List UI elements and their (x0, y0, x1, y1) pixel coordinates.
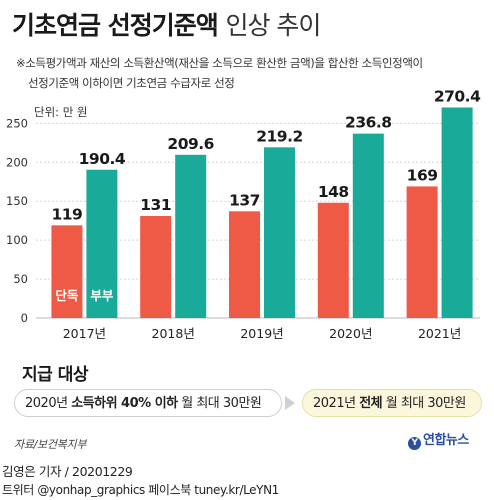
footnote: ※소득평가액과 재산의 소득환산액(재산을 소득으로 환산한 금액)을 합산한 … (16, 53, 486, 93)
value-label-single-2: 137 (229, 191, 260, 209)
bar-single-2 (229, 211, 260, 318)
source-note: 자료/보건복지부 (14, 438, 87, 451)
box2-target: 전체 (359, 396, 383, 411)
y-tick-label: 200 (6, 155, 28, 169)
eligibility-2020-box: 2020년 소득하위 40% 이하 월 최대 30만원 (14, 389, 282, 417)
value-label-couple-3: 236.8 (345, 114, 392, 132)
value-label-couple-4: 270.4 (434, 87, 481, 105)
title-bold: 기초연금 선정기준액 (12, 11, 219, 40)
eligibility-title: 지급 대상 (22, 365, 88, 385)
y-tick-label: 100 (6, 233, 28, 247)
y-tick-label: 250 (6, 116, 28, 130)
bar-single-4 (406, 186, 438, 318)
chart-title: 기초연금 선정기준액 인상 추이 (12, 6, 321, 42)
footnote-line-1: ※소득평가액과 재산의 소득환산액(재산을 소득으로 환산한 금액)을 합산한 … (16, 56, 423, 70)
bar-couple-3 (352, 133, 384, 318)
box2-year: 2021년 (313, 396, 360, 411)
credit-social: 트위터 @yonhap_graphics 페이스북 tuney.kr/LeYN1 (2, 483, 279, 497)
logo-text: 연합뉴스 (423, 433, 469, 448)
box2-amount: 월 최대 30만원 (382, 396, 467, 411)
value-label-single-3: 148 (318, 183, 349, 201)
bar-single-1 (140, 216, 172, 318)
title-thin: 인상 추이 (225, 11, 321, 40)
bar-couple-0 (86, 169, 118, 318)
legend-couple: 부부 (90, 288, 114, 303)
value-label-couple-0: 190.4 (79, 150, 126, 168)
y-tick-label: 0 (21, 311, 28, 325)
value-label-single-4: 169 (407, 166, 438, 184)
bar-single-0 (51, 225, 83, 318)
arrow-right-icon (285, 396, 295, 410)
x-tick-label: 2019년 (240, 326, 283, 341)
bar-chart: 단위: 만 원 0 50 100 150 200 250 119 190.4 2017년 131 20… (6, 87, 482, 341)
bar-couple-4 (441, 107, 473, 318)
y-tick-label: 150 (6, 194, 28, 208)
bar-couple-1 (175, 154, 207, 318)
credit-author: 김영은 기자 / 20201229 (2, 464, 133, 479)
value-label-couple-2: 219.2 (256, 127, 303, 145)
footnote-line-2: 선정기준액 이하이면 기초연금 수급자로 선정 (28, 76, 235, 90)
eligibility-2021-box: 2021년 전체 월 최대 30만원 (302, 389, 482, 417)
box1-amount: 월 최대 30만원 (177, 396, 262, 411)
box1-target: 소득하위 40% 이하 (71, 396, 178, 411)
unit-label: 단위: 만 원 (34, 105, 88, 119)
yonhap-logo: Y 연합뉴스 (408, 429, 469, 450)
box1-year: 2020년 (25, 396, 72, 411)
bar-single-3 (317, 202, 349, 318)
x-tick-label: 2017년 (63, 326, 106, 341)
x-tick-label: 2018년 (152, 326, 195, 341)
bar-couple-2 (264, 147, 295, 318)
legend-single: 단독 (55, 288, 79, 303)
y-tick-label: 50 (13, 272, 28, 286)
logo-mark-icon: Y (408, 437, 421, 450)
value-label-couple-1: 209.6 (167, 135, 214, 153)
x-tick-label: 2020년 (329, 326, 372, 341)
x-tick-label: 2021년 (418, 326, 461, 341)
value-label-single-1: 131 (140, 196, 171, 214)
value-label-single-0: 119 (51, 205, 82, 223)
